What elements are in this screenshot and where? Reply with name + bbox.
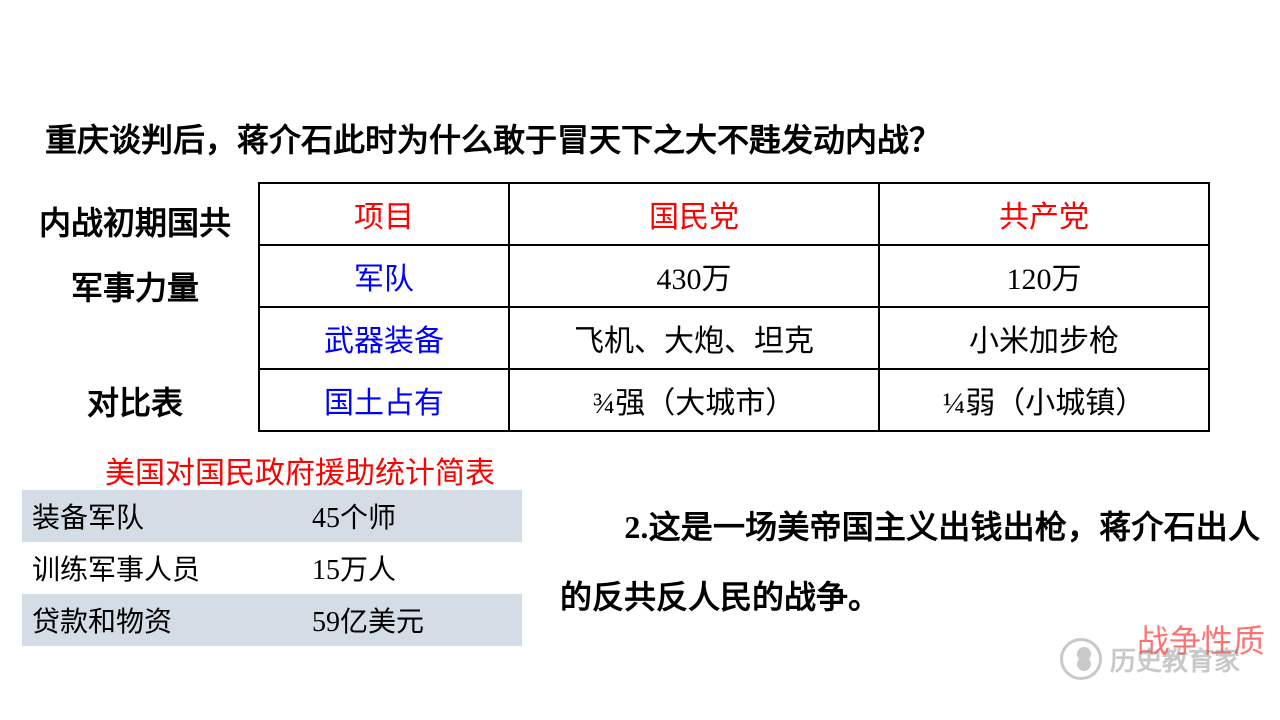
header-kmt: 国民党	[509, 183, 879, 245]
aid-row: 装备军队 45个师	[22, 490, 522, 542]
aid-value: 45个师	[302, 490, 522, 542]
table-row: 武器装备 飞机、大炮、坦克 小米加步枪	[259, 307, 1209, 369]
aid-table-title: 美国对国民政府援助统计简表	[105, 448, 495, 492]
aid-value: 59亿美元	[302, 594, 522, 646]
table-header-row: 项目 国民党 共产党	[259, 183, 1209, 245]
row-kmt: 飞机、大炮、坦克	[509, 307, 879, 369]
header-item: 项目	[259, 183, 509, 245]
comparison-table: 项目 国民党 共产党 军队 430万 120万 武器装备 飞机、大炮、坦克 小米…	[258, 182, 1210, 432]
watermark-text: 历史教育家	[1110, 641, 1240, 678]
aid-row: 训练军事人员 15万人	[22, 542, 522, 594]
aid-row: 贷款和物资 59亿美元	[22, 594, 522, 646]
table-label-line1: 内战初期国共	[15, 195, 255, 253]
page-title-question: 重庆谈判后，蒋介石此时为什么敢于冒天下之大不韪发动内战？	[45, 115, 941, 161]
row-kmt: 430万	[509, 245, 879, 307]
row-label: 军队	[259, 245, 509, 307]
row-kmt: ¾强（大城市）	[509, 369, 879, 431]
aid-table: 装备军队 45个师 训练军事人员 15万人 贷款和物资 59亿美元	[22, 490, 522, 646]
aid-label: 装备军队	[22, 490, 302, 542]
header-cpc: 共产党	[879, 183, 1209, 245]
row-label: 国土占有	[259, 369, 509, 431]
aid-label: 贷款和物资	[22, 594, 302, 646]
row-cpc: 小米加步枪	[879, 307, 1209, 369]
row-cpc: 120万	[879, 245, 1209, 307]
aid-label: 训练军事人员	[22, 542, 302, 594]
table-row: 国土占有 ¾强（大城市） ¼弱（小城镇）	[259, 369, 1209, 431]
row-label: 武器装备	[259, 307, 509, 369]
table-label-line2: 军事力量	[15, 260, 255, 318]
conclusion-text: 2.这是一场美帝国主义出钱出枪，蒋介石出人的反共反人民的战争。	[560, 492, 1260, 633]
table-row: 军队 430万 120万	[259, 245, 1209, 307]
table-label-line3: 对比表	[15, 375, 255, 433]
watermark: 历史教育家	[1060, 638, 1240, 680]
row-cpc: ¼弱（小城镇）	[879, 369, 1209, 431]
wechat-icon	[1060, 638, 1102, 680]
aid-value: 15万人	[302, 542, 522, 594]
